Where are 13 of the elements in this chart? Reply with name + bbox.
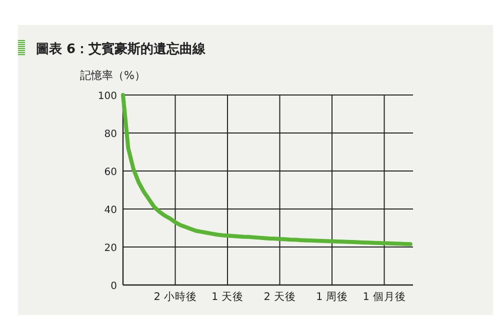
x-tick-label: 1 個月後 [362, 291, 406, 303]
y-tick-label: 80 [104, 129, 117, 140]
y-tick-label: 20 [104, 243, 117, 254]
y-tick-label: 0 [110, 281, 117, 292]
y-tick-label: 60 [104, 167, 117, 178]
chart-title: 圖表 6：艾賓豪斯的遺忘曲線 [36, 41, 207, 57]
x-tick-label: 1 周後 [316, 291, 348, 303]
x-tick-label: 1 天後 [211, 291, 244, 303]
x-tick-label: 2 天後 [264, 291, 296, 303]
y-tick-label: 40 [104, 205, 117, 216]
x-tick-label: 2 小時後 [154, 290, 197, 303]
y-axis-title: 記憶率（%） [80, 69, 146, 82]
y-tick-label: 100 [98, 91, 117, 102]
